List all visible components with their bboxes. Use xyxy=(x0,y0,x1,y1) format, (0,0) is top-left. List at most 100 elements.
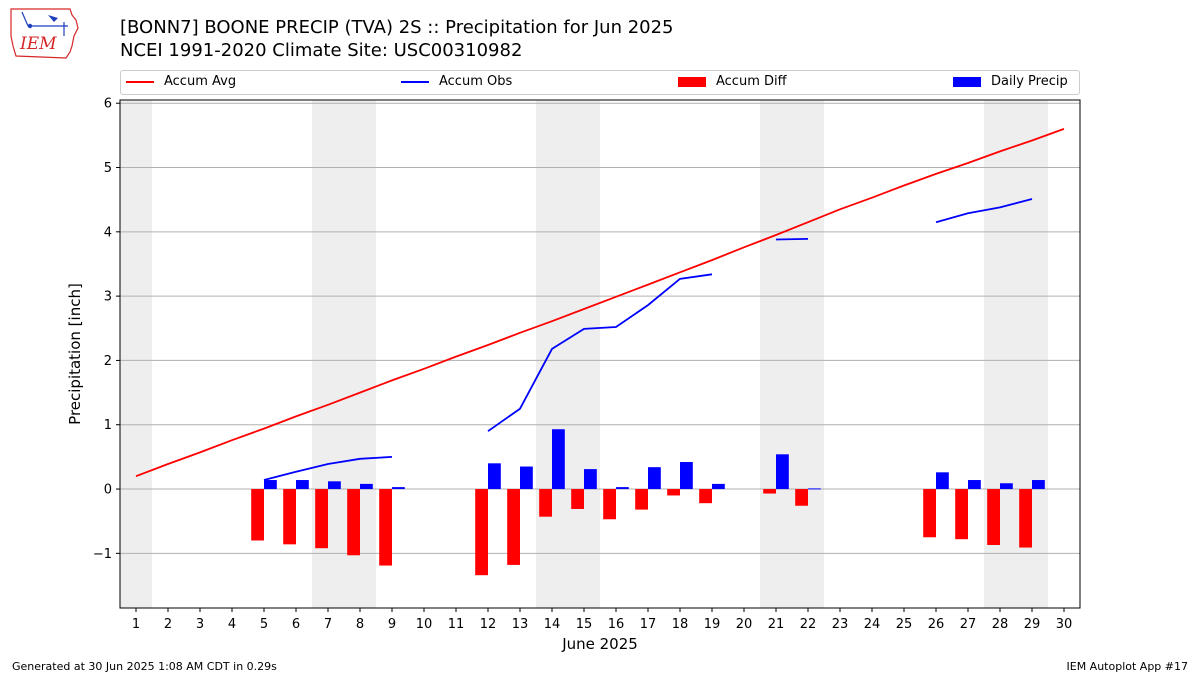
iem-logo: IEM xyxy=(8,6,80,60)
accum-diff-bar xyxy=(475,489,488,576)
x-tick-label: 24 xyxy=(864,617,881,632)
daily-precip-bar xyxy=(616,487,629,490)
legend-item-daily-precip: Daily Precip xyxy=(953,74,1068,89)
weekend-shade xyxy=(760,100,824,608)
legend-item-accum-diff: Accum Diff xyxy=(678,74,787,89)
accum-diff-bar xyxy=(507,489,520,565)
x-tick-label: 27 xyxy=(960,617,977,632)
legend-label: Accum Obs xyxy=(439,74,513,89)
accum-diff-bar xyxy=(1019,489,1032,548)
plot-frame xyxy=(119,99,1081,609)
x-tick-label: 9 xyxy=(388,617,396,632)
daily-precip-bar xyxy=(808,488,821,490)
x-tick-label: 8 xyxy=(356,617,364,632)
chart-subtitle: NCEI 1991-2020 Climate Site: USC00310982 xyxy=(120,40,523,61)
footer-generated-text: Generated at 30 Jun 2025 1:08 AM CDT in … xyxy=(12,660,277,673)
accum-diff-bar xyxy=(315,489,328,549)
x-tick-label: 6 xyxy=(292,617,300,632)
weekend-shade xyxy=(120,100,152,608)
accum-diff-bar xyxy=(379,489,392,566)
x-tick-label: 22 xyxy=(800,617,817,632)
x-tick-label: 18 xyxy=(672,617,689,632)
legend-swatch-accum-obs xyxy=(401,80,429,83)
accum-diff-bar xyxy=(283,489,296,545)
y-tick-label: 3 xyxy=(104,290,112,305)
y-tick-label: 6 xyxy=(104,97,112,112)
accum-diff-bar xyxy=(795,489,808,506)
accum-diff-bar xyxy=(699,489,712,504)
accum-diff-bar xyxy=(955,489,968,540)
x-tick-label: 26 xyxy=(928,617,945,632)
x-tick-label: 29 xyxy=(1024,617,1041,632)
daily-precip-bar xyxy=(328,481,341,490)
legend-swatch-accum-avg xyxy=(126,80,154,83)
x-tick-label: 11 xyxy=(448,617,465,632)
x-tick-label: 12 xyxy=(480,617,497,632)
x-tick-label: 3 xyxy=(196,617,204,632)
daily-precip-bar xyxy=(360,483,373,490)
x-tick-label: 17 xyxy=(640,617,657,632)
x-tick-label: 2 xyxy=(164,617,172,632)
daily-precip-bar xyxy=(968,480,981,490)
weekend-shade xyxy=(536,100,600,608)
x-tick-label: 14 xyxy=(544,617,561,632)
daily-precip-bar xyxy=(936,472,949,490)
daily-precip-bar xyxy=(392,487,405,490)
accum-diff-bar xyxy=(923,489,936,538)
daily-precip-bar xyxy=(264,480,277,490)
x-tick-label: 13 xyxy=(512,617,529,632)
x-tick-label: 19 xyxy=(704,617,721,632)
accum-diff-bar xyxy=(571,489,584,509)
daily-precip-bar xyxy=(648,467,661,490)
x-tick-label: 20 xyxy=(736,617,753,632)
accum-diff-bar xyxy=(987,489,1000,545)
x-tick-label: 4 xyxy=(228,617,236,632)
y-tick-label: 2 xyxy=(104,354,112,369)
accum-obs-line xyxy=(935,198,1033,224)
legend-item-accum-avg: Accum Avg xyxy=(126,74,236,89)
x-tick-label: 23 xyxy=(832,617,849,632)
x-tick-label: 21 xyxy=(768,617,785,632)
y-tick-label: 1 xyxy=(104,418,112,433)
x-tick-label: 10 xyxy=(416,617,433,632)
y-tick-label: 4 xyxy=(104,225,112,240)
accum-obs-line xyxy=(263,456,393,481)
x-tick-label: 25 xyxy=(896,617,913,632)
weekend-shade xyxy=(984,100,1048,608)
daily-precip-bar xyxy=(520,466,533,490)
legend-label: Daily Precip xyxy=(991,74,1068,89)
accum-diff-bar xyxy=(635,489,648,510)
daily-precip-bar xyxy=(552,429,565,490)
accum-diff-bar xyxy=(603,489,616,520)
accum-obs-line xyxy=(487,273,713,432)
x-tick-label: 15 xyxy=(576,617,593,632)
daily-precip-bar xyxy=(296,480,309,490)
daily-precip-bar xyxy=(1000,483,1013,490)
x-tick-label: 1 xyxy=(132,617,140,632)
daily-precip-bar xyxy=(488,463,501,490)
accum-diff-bar xyxy=(347,489,360,556)
footer-app-text: IEM Autoplot App #17 xyxy=(1066,660,1189,673)
accum-diff-bar xyxy=(251,489,264,541)
accum-diff-bar xyxy=(763,489,776,494)
y-axis-label: Precipitation [inch] xyxy=(66,283,84,425)
y-tick-label: 0 xyxy=(104,483,112,498)
accum-avg-line xyxy=(135,128,1065,478)
accum-diff-bar xyxy=(667,489,680,496)
legend-swatch-daily-precip xyxy=(953,76,981,87)
daily-precip-bar xyxy=(680,462,693,490)
x-tick-label: 30 xyxy=(1056,617,1073,632)
daily-precip-bar xyxy=(1032,480,1045,490)
accum-obs-line xyxy=(775,238,809,241)
daily-precip-bar xyxy=(776,454,789,490)
accum-diff-bar xyxy=(539,489,552,517)
legend-item-accum-obs: Accum Obs xyxy=(401,74,512,89)
legend-swatch-accum-diff xyxy=(678,76,706,87)
x-axis-label: June 2025 xyxy=(561,635,638,653)
chart-legend: Accum Avg Accum Obs Accum Diff Daily Pre… xyxy=(120,70,1080,95)
x-tick-label: 28 xyxy=(992,617,1009,632)
weekend-shade xyxy=(312,100,376,608)
daily-precip-bar xyxy=(584,469,597,490)
x-tick-label: 16 xyxy=(608,617,625,632)
